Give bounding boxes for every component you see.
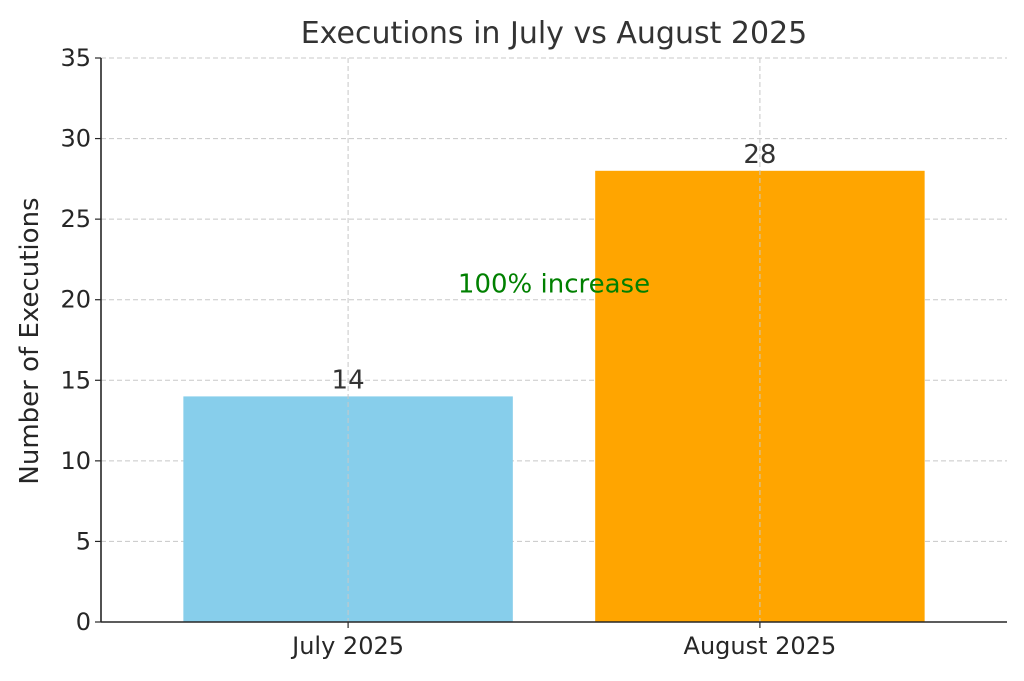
bars — [183, 58, 925, 623]
y-tick-label: 5 — [76, 527, 91, 555]
y-tick-label: 25 — [60, 205, 91, 233]
y-axis-label: Number of Executions — [15, 197, 45, 484]
y-tick-label: 15 — [60, 366, 91, 394]
y-tick-label: 30 — [60, 125, 91, 153]
axes: 0 5 10 15 20 25 30 35 July 2025 August 2025 — [60, 44, 1007, 660]
x-tick-label: July 2025 — [290, 632, 404, 660]
y-tick-label: 35 — [60, 44, 91, 72]
y-tick-label: 20 — [60, 286, 91, 314]
bar-value-label: 14 — [332, 365, 365, 395]
y-tick-label: 0 — [76, 608, 91, 636]
x-tick-label: August 2025 — [684, 632, 837, 660]
y-tick-label: 10 — [60, 447, 91, 475]
bar-value-label: 28 — [743, 140, 776, 170]
data-labels: 14 28 — [332, 140, 777, 396]
chart-title: Executions in July vs August 2025 — [301, 16, 808, 51]
annotation-label: 100% increase — [458, 270, 650, 300]
